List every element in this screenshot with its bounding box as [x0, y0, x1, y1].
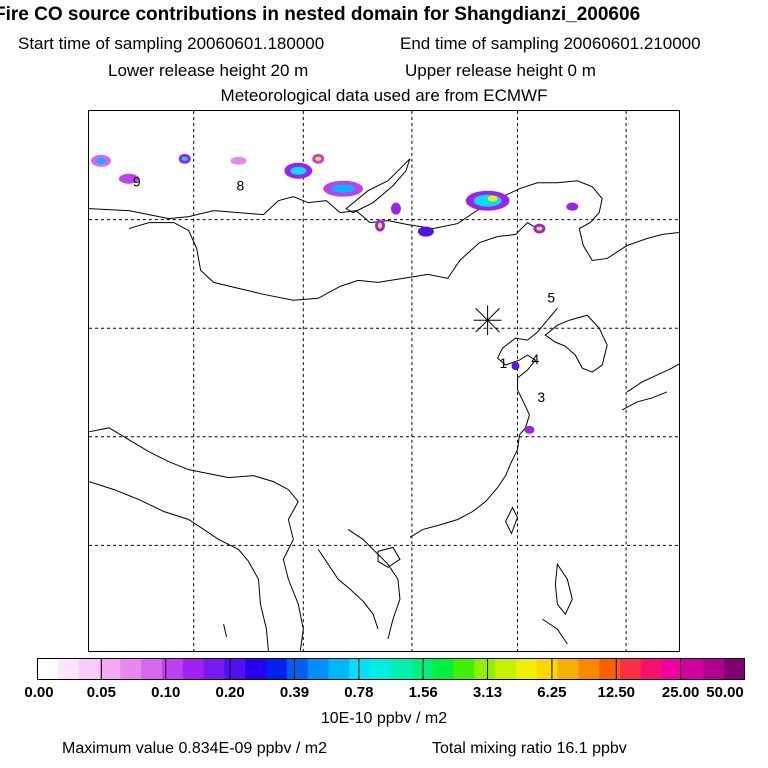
upper-height-label: Upper release height 0 m [405, 61, 596, 80]
colorbar-swatch [37, 658, 59, 680]
grid-lines [89, 111, 679, 651]
colorbar-tick-label: 0.05 [86, 684, 116, 701]
colorbar-swatch [432, 658, 454, 680]
colorbar-tick-label: 25.00 [661, 684, 700, 701]
region-label-9: 9 [133, 174, 141, 190]
colorbar-swatch [266, 658, 288, 680]
colorbar-border [37, 658, 745, 680]
region-label-4: 4 [531, 351, 539, 367]
colorbar-swatch [474, 658, 496, 680]
end-time-label: End time of sampling 20060601.210000 [400, 34, 701, 53]
colorbar-swatch [536, 658, 559, 680]
colorbar-unit-label: 10E-10 ppbv / m2 [320, 710, 448, 727]
colorbar-swatch [703, 658, 725, 680]
map-title: Fire CO source contributions in nested d… [0, 4, 641, 25]
region-label-5: 5 [547, 289, 555, 305]
coastlines-and-borders [89, 158, 679, 651]
total-mixing-ratio-label: Total mixing ratio 16.1 ppbv [432, 740, 627, 757]
colorbar-tick-label: 0.10 [151, 684, 181, 701]
colorbar-swatch [349, 658, 371, 680]
colorbar-swatch [286, 658, 309, 680]
colorbar-swatch [599, 658, 621, 680]
region-labels: 9 8 5 1 4 3 [133, 174, 555, 405]
colorbar-swatch [224, 658, 246, 680]
colorbar-swatch [328, 658, 350, 680]
colorbar-swatch [620, 658, 642, 680]
colorbar-tick-label: 1.56 [408, 684, 438, 701]
colorbar-swatch [578, 658, 600, 680]
colorbar-swatch [57, 658, 80, 680]
colorbar-tick-label: 0.39 [279, 684, 310, 701]
colorbar-tick-label: 6.25 [537, 684, 567, 701]
colorbar-tick-label: 0.20 [215, 684, 245, 701]
colorbar-tick-label: 0.00 [24, 684, 54, 701]
colorbar-swatch [391, 658, 413, 680]
colorbar-tick-label: 0.78 [344, 684, 374, 701]
colorbar-swatch [78, 658, 100, 680]
colorbar-swatch [203, 658, 225, 680]
colorbar-swatch [661, 658, 684, 680]
colorbar-swatch [120, 658, 142, 680]
station-marker [473, 305, 502, 336]
colorbar-swatch [245, 658, 267, 680]
fire-plumes [91, 153, 579, 434]
colorbar-swatch [141, 658, 163, 680]
start-time-label: Start time of sampling 20060601.180000 [18, 34, 325, 53]
lower-height-label: Lower release height 20 m [108, 61, 309, 80]
colorbar-swatch [515, 658, 538, 680]
maximum-value-label: Maximum value 0.834E-09 ppbv / m2 [62, 740, 328, 757]
colorbar-swatch [557, 658, 579, 680]
region-label-8: 8 [237, 178, 245, 194]
colorbar-swatch [99, 658, 121, 680]
colorbar-swatch [453, 658, 475, 680]
colorbar-swatch [411, 658, 434, 680]
colorbar-swatch [682, 658, 704, 680]
colorbar [37, 658, 745, 680]
colorbar-tick-label: 50.00 [706, 684, 744, 701]
colorbar-tick-label: 12.50 [597, 684, 636, 701]
colorbar-swatch [161, 658, 184, 680]
colorbar-swatch [370, 658, 392, 680]
map-panel: 9 8 5 1 4 3 [88, 110, 680, 652]
met-data-label: Meteorological data used are from ECMWF [220, 86, 548, 105]
colorbar-swatch [640, 658, 663, 680]
region-label-1: 1 [500, 355, 508, 371]
colorbar-swatch [495, 658, 517, 680]
colorbar-swatch [724, 658, 745, 680]
region-label-3: 3 [537, 389, 545, 405]
colorbar-swatch [307, 658, 330, 680]
colorbar-swatch [182, 658, 205, 680]
colorbar-tick-label: 3.13 [472, 684, 503, 701]
